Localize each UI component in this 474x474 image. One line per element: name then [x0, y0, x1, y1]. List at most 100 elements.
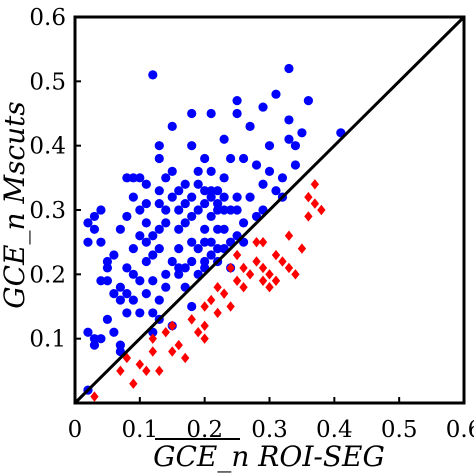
data-point-circle [219, 173, 229, 183]
data-point-diamond [271, 249, 281, 261]
data-point-circle [187, 192, 197, 202]
data-point-circle [161, 218, 171, 228]
data-point-diamond [194, 327, 203, 338]
data-point-circle [135, 205, 145, 215]
data-point-circle [238, 153, 249, 164]
data-point-circle [102, 276, 113, 286]
data-point-circle [154, 295, 164, 305]
data-point-circle [154, 224, 164, 234]
data-point-circle [213, 244, 223, 254]
data-point-circle [245, 192, 255, 202]
data-point-circle [115, 340, 125, 350]
data-point-circle [264, 166, 275, 176]
data-point-diamond [200, 320, 209, 331]
data-point-circle [167, 192, 177, 202]
data-point-diamond [252, 236, 261, 248]
data-point-circle [200, 153, 210, 164]
data-point-diamond [200, 333, 209, 344]
data-point-circle [245, 121, 255, 131]
data-point-circle [154, 244, 164, 254]
data-point-circle [180, 198, 190, 209]
data-point-circle [213, 205, 223, 215]
data-point-circle [219, 224, 229, 234]
data-point-circle [128, 192, 138, 202]
data-point-diamond [200, 301, 209, 312]
data-point-diamond [232, 275, 242, 286]
data-point-circle [148, 70, 158, 80]
data-point-circle [187, 237, 197, 247]
data-point-diamond [310, 179, 320, 190]
data-point-circle [200, 186, 210, 196]
y-tick-label: 0.1 [29, 327, 66, 353]
data-point-circle [206, 108, 216, 119]
data-point-diamond [258, 236, 268, 248]
data-point-circle [109, 289, 119, 299]
data-point-circle [180, 179, 190, 189]
data-point-circle [141, 179, 151, 189]
data-point-diamond [129, 378, 138, 389]
data-point-circle [167, 256, 177, 267]
data-point-circle [115, 282, 125, 292]
data-point-circle [174, 269, 184, 279]
data-point-diamond [271, 275, 281, 286]
data-point-circle [232, 108, 242, 119]
data-point-circle [277, 173, 288, 183]
data-point-diamond [213, 282, 222, 293]
data-point-circle [161, 205, 171, 215]
data-point-diamond [245, 269, 255, 280]
data-point-circle [122, 308, 132, 318]
data-point-diamond [168, 346, 177, 357]
x-axis-label: GCE_n ROI-SEG [153, 440, 385, 473]
data-point-circle [141, 256, 151, 267]
data-point-circle [115, 224, 125, 234]
data-point-diamond [116, 365, 125, 377]
data-point-circle [96, 237, 106, 247]
data-point-circle [135, 276, 145, 286]
data-point-circle [258, 179, 268, 189]
data-point-circle [141, 198, 151, 209]
data-point-diamond [142, 365, 151, 377]
data-point-circle [141, 237, 151, 247]
data-point-diamond [239, 282, 248, 293]
data-point-diamond [265, 269, 274, 280]
data-point-circle [271, 186, 281, 196]
x-tick-label: 0.4 [316, 417, 353, 443]
data-point-circle [102, 256, 113, 267]
data-point-diamond [317, 204, 326, 216]
data-point-circle [258, 102, 268, 112]
data-point-circle [284, 63, 294, 74]
data-point-diamond [284, 262, 294, 274]
data-point-circle [284, 134, 294, 144]
data-point-diamond [310, 198, 320, 209]
data-point-diamond [226, 301, 235, 312]
data-point-diamond [168, 320, 177, 331]
data-point-diamond [181, 352, 190, 364]
data-point-diamond [219, 288, 229, 299]
data-point-circle [148, 276, 158, 286]
data-point-circle [154, 141, 164, 151]
data-point-circle [154, 153, 164, 164]
data-point-circle [200, 256, 210, 267]
data-point-circle [89, 334, 100, 344]
data-point-circle [96, 276, 106, 286]
data-point-diamond [239, 262, 248, 274]
data-point-circle [83, 327, 93, 337]
data-point-circle [141, 289, 151, 299]
data-point-circle [122, 263, 132, 273]
data-point-circle [89, 211, 100, 222]
data-point-circle [141, 218, 151, 228]
data-point-diamond [135, 359, 144, 370]
data-point-circle [206, 192, 216, 202]
data-point-circle [193, 205, 203, 215]
data-point-circle [187, 256, 197, 267]
data-point-circle [102, 263, 113, 273]
x-tick-label: 0.1 [122, 417, 159, 443]
data-point-diamond [304, 211, 313, 222]
data-point-circle [226, 153, 236, 164]
data-point-circle [290, 160, 301, 170]
data-point-circle [232, 205, 242, 215]
y-axis-label: GCE_n Mscuts [0, 101, 31, 309]
data-point-circle [206, 211, 216, 222]
data-point-circle [174, 224, 184, 234]
